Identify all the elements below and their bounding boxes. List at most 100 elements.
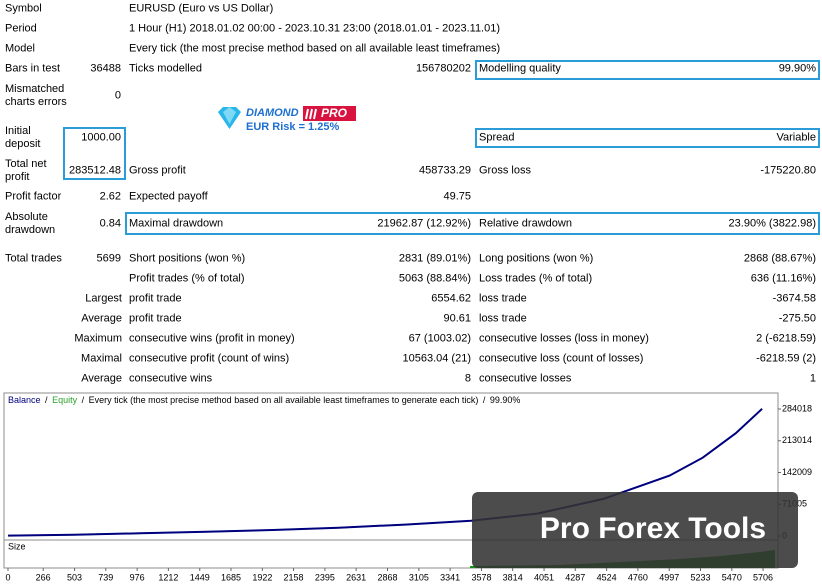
quality: 99.90%	[490, 395, 521, 405]
x-tick-label: 4051	[534, 572, 554, 582]
stat-label: consecutive losses	[479, 372, 572, 385]
stat-label: consecutive profit (count of wins)	[129, 352, 290, 365]
y-tick-label: 142009	[782, 467, 812, 477]
stat-value: 36488	[90, 62, 121, 75]
legend-entry: Balance	[8, 395, 41, 405]
field-value: EURUSD (Euro vs US Dollar)	[129, 2, 274, 15]
stat-value: 5699	[96, 252, 121, 265]
panel-label: Size	[8, 541, 26, 551]
logo-bars	[305, 108, 317, 120]
plot: 0710051420092130142840180266503739976121…	[5, 403, 812, 582]
stat-label: consecutive loss (count of losses)	[479, 352, 644, 365]
stat-label: Initial deposit	[5, 125, 41, 150]
watermark-box	[472, 492, 798, 568]
x-tick-label: 5706	[753, 572, 773, 582]
separator: /	[45, 395, 48, 405]
highlight-box	[125, 212, 820, 235]
stat-label: Short positions (won %)	[129, 252, 246, 265]
field-label: Period	[5, 22, 37, 35]
stat-label: profit trade	[129, 292, 182, 305]
x-tick-label: 3341	[440, 572, 460, 582]
logo-risk: EUR Risk = 1.25%	[246, 121, 339, 133]
x-tick-label: 2868	[377, 572, 397, 582]
stat-value: 0	[114, 89, 121, 102]
stat-label: Profit trades (% of total)	[129, 272, 245, 285]
highlight-box	[475, 128, 820, 148]
stat-label: Relative drawdown	[479, 217, 572, 230]
x-tick-label: 5470	[722, 572, 742, 582]
stat-label: Expected payoff	[129, 190, 208, 203]
stat-label: Total net profit	[5, 158, 47, 183]
stat-label: profit trade	[129, 312, 182, 325]
stat-label: Modelling quality	[479, 62, 561, 75]
x-tick-label: 1449	[190, 572, 210, 582]
stat-label: Average	[81, 312, 122, 325]
stat-value: 0.84	[99, 217, 121, 230]
x-tick-label: 4997	[659, 572, 679, 582]
stat-label: Absolute drawdown	[5, 211, 56, 236]
stat-label: Maximal drawdown	[129, 217, 224, 230]
stat-label: consecutive losses (loss in money)	[479, 332, 649, 345]
logo-brand: DIAMOND	[246, 107, 299, 119]
x-tick-label: 2631	[346, 572, 366, 582]
logo-badge-text: PRO	[321, 106, 348, 120]
stat-value: 1	[809, 372, 816, 385]
stat-value: 99.90%	[778, 62, 816, 75]
stat-label: Bars in test	[5, 62, 61, 75]
stat-value: 23.90% (3822.98)	[728, 217, 816, 230]
stat-value: 5063 (88.84%)	[398, 272, 471, 285]
stat-label: Largest	[85, 292, 122, 305]
x-tick-label: 739	[98, 572, 113, 582]
x-tick-label: 1212	[158, 572, 178, 582]
stat-value: Variable	[776, 131, 816, 144]
chart-header: Balance / Equity / Every tick (the most …	[8, 395, 520, 405]
stat-value: 458733.29	[419, 164, 471, 177]
chart-subtitle: Every tick (the most precise method base…	[89, 395, 479, 405]
stat-value: 2868 (88.67%)	[743, 252, 816, 265]
stat-value: 1000.00	[81, 131, 121, 144]
stat-value: 6554.62	[431, 292, 471, 305]
stat-value: 49.75	[443, 190, 471, 203]
x-tick-label: 4760	[628, 572, 648, 582]
x-tick-label: 0	[5, 572, 10, 582]
x-tick-label: 266	[36, 572, 51, 582]
stat-value: 90.61	[443, 312, 471, 325]
stat-value: 283512.48	[69, 164, 121, 177]
stat-label: Maximum	[74, 332, 122, 345]
x-tick-label: 976	[130, 572, 145, 582]
stat-value: 2831 (89.01%)	[398, 252, 471, 265]
x-tick-label: 5233	[690, 572, 710, 582]
highlight-box	[475, 60, 820, 80]
y-tick-label: 284018	[782, 403, 812, 413]
x-tick-label: 3105	[409, 572, 429, 582]
stat-label: Long positions (won %)	[479, 252, 594, 265]
stat-label: loss trade	[479, 292, 527, 305]
x-tick-label: 4524	[597, 572, 617, 582]
separator: /	[82, 395, 85, 405]
highlight-box	[63, 127, 126, 180]
x-tick-label: 2395	[315, 572, 335, 582]
x-tick-label: 2158	[284, 572, 304, 582]
stat-label: consecutive wins	[129, 372, 213, 385]
stat-value: -6218.59 (2)	[756, 352, 816, 365]
stat-value: 67 (1003.02)	[408, 332, 471, 345]
stat-label: Gross loss	[479, 164, 531, 177]
x-tick-label: 503	[67, 572, 82, 582]
x-tick-label: 3578	[471, 572, 491, 582]
y-tick-label: 213014	[782, 435, 812, 445]
x-tick-label: 1685	[221, 572, 241, 582]
stat-value: 8	[464, 372, 471, 385]
legend-entry: Equity	[52, 395, 78, 405]
stat-value: 2.62	[99, 190, 121, 203]
series-line	[7, 408, 763, 537]
stat-label: Profit factor	[5, 190, 62, 203]
stat-value: 21962.87 (12.92%)	[377, 217, 471, 230]
stat-value: -275.50	[778, 312, 816, 325]
logo: DIAMOND PRO EUR Risk = 1.25%	[218, 106, 356, 133]
field-value: 1 Hour (H1) 2018.01.02 00:00 - 2023.10.3…	[129, 22, 501, 35]
x-tick-label: 1922	[252, 572, 272, 582]
stat-label: Total trades	[5, 252, 62, 265]
stat-label: loss trade	[479, 312, 527, 325]
stat-label: consecutive wins (profit in money)	[129, 332, 295, 345]
